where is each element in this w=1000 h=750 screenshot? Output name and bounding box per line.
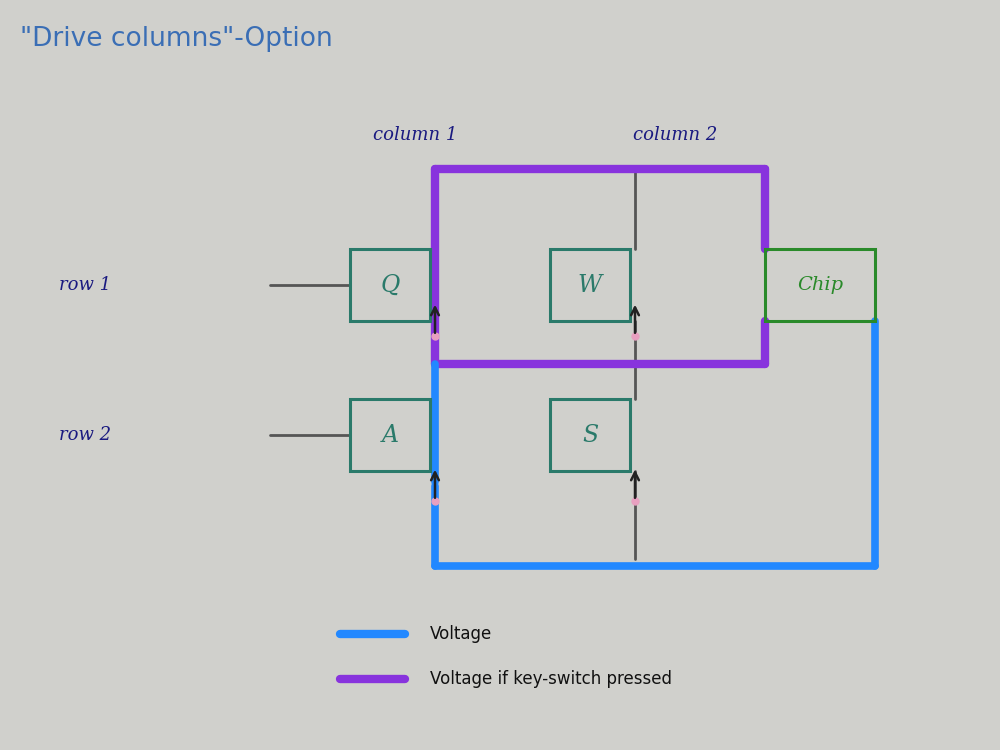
Text: S: S [582,424,598,446]
Text: row 2: row 2 [59,426,111,444]
Text: Chip: Chip [797,276,843,294]
Text: Q: Q [380,274,400,296]
Text: column 1: column 1 [373,126,457,144]
Text: "Drive columns"-Option: "Drive columns"-Option [20,26,333,53]
Text: W: W [578,274,602,296]
Text: A: A [382,424,398,446]
Text: Voltage: Voltage [430,625,492,643]
Text: Voltage if key-switch pressed: Voltage if key-switch pressed [430,670,672,688]
Text: column 2: column 2 [633,126,717,144]
Text: row 1: row 1 [59,276,111,294]
